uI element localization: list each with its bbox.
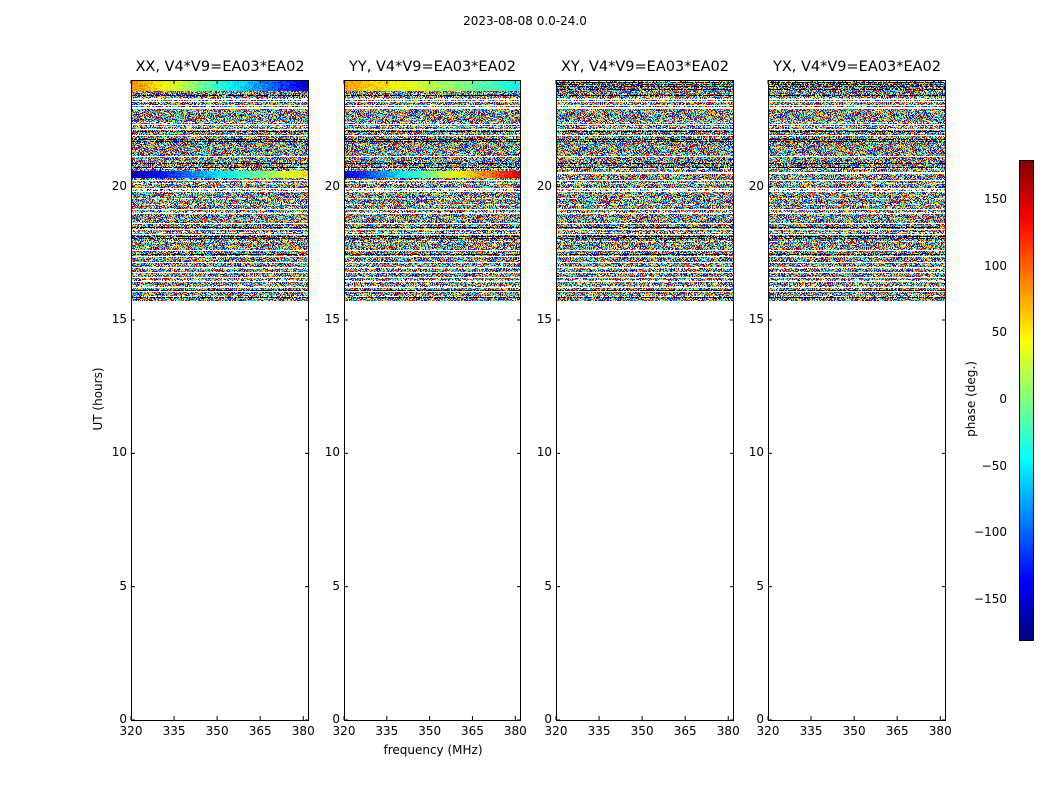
- y-tick-label: 15: [536, 312, 552, 326]
- y-tick-label: 15: [748, 312, 764, 326]
- x-tick-label: 350: [842, 724, 866, 738]
- heatmap-yx: [768, 80, 946, 720]
- y-tick-label: 20: [536, 178, 552, 193]
- y-tick-label: 10: [748, 445, 764, 460]
- x-tick-label: 380: [291, 724, 315, 738]
- panel-title-yy: YY, V4*V9=EA03*EA02: [349, 59, 516, 75]
- x-tick-label: 365: [461, 724, 484, 738]
- colorbar-tick-label: 100: [984, 258, 1007, 273]
- x-tick-label: 365: [673, 724, 697, 738]
- x-tick-label: 380: [716, 724, 740, 738]
- heatmap-yy: [344, 80, 521, 720]
- colorbar-label: phase (deg.): [964, 361, 978, 437]
- x-tick-label: 350: [205, 724, 229, 738]
- y-tick-label: 5: [119, 578, 127, 593]
- y-tick-label: 20: [111, 178, 127, 193]
- y-tick-label: 15: [324, 312, 340, 326]
- axes-frame-yx: [768, 80, 946, 721]
- colorbar-tick-label: 150: [984, 192, 1007, 206]
- y-tick-label: 10: [536, 445, 552, 460]
- colorbar-tick-label: 0: [999, 392, 1007, 406]
- axes-frame-yy: [344, 80, 521, 721]
- x-tick-label: 320: [756, 724, 780, 738]
- y-tick-label: 10: [111, 445, 127, 460]
- colorbar-tick-label: −150: [974, 592, 1007, 606]
- panel-title-xx: XX, V4*V9=EA03*EA02: [135, 59, 305, 75]
- y-tick-label: 0: [756, 712, 764, 726]
- heatmap-xy: [556, 80, 734, 720]
- y-tick-label: 10: [324, 445, 340, 460]
- y-tick-label: 20: [748, 178, 764, 193]
- y-tick-label: 5: [332, 578, 340, 593]
- x-tick-label: 365: [248, 724, 272, 738]
- x-tick-label: 335: [799, 724, 823, 738]
- colorbar-tick-label: −50: [981, 458, 1007, 473]
- x-tick-label: 365: [885, 724, 909, 738]
- x-tick-label: 320: [544, 724, 568, 738]
- x-tick-label: 335: [375, 724, 399, 738]
- y-tick-label: 0: [119, 712, 127, 726]
- x-tick-label: 380: [503, 724, 527, 738]
- x-tick-label: 350: [630, 724, 654, 738]
- y-tick-label: 0: [544, 712, 552, 726]
- x-tick-label: 320: [119, 724, 143, 738]
- x-tick-label: 335: [162, 724, 186, 738]
- colorbar-tick-label: −100: [974, 525, 1007, 540]
- y-tick-label: 0: [332, 712, 340, 726]
- colorbar: [1019, 160, 1034, 640]
- y-tick-label: 20: [324, 178, 340, 193]
- axes-frame-xx: [131, 80, 309, 721]
- x-tick-label: 335: [587, 724, 611, 738]
- y-tick-label: 5: [544, 578, 552, 593]
- x-tick-label: 350: [418, 724, 442, 738]
- heatmap-xx: [131, 80, 309, 720]
- x-axis-label: frequency (MHz): [383, 743, 483, 757]
- x-tick-label: 320: [332, 724, 356, 738]
- y-tick-label: 15: [111, 312, 127, 326]
- axes-frame-xy: [556, 80, 734, 721]
- y-axis-label: UT (hours): [91, 367, 105, 431]
- panel-title-yx: YX, V4*V9=EA03*EA02: [772, 59, 941, 75]
- colorbar-frame: [1019, 160, 1034, 641]
- y-tick-label: 5: [756, 578, 764, 593]
- colorbar-tick-label: 50: [991, 325, 1007, 340]
- x-tick-label: 380: [928, 724, 952, 738]
- figure-suptitle: 2023-08-08 0.0-24.0: [463, 14, 587, 28]
- panel-title-xy: XY, V4*V9=EA03*EA02: [560, 59, 729, 75]
